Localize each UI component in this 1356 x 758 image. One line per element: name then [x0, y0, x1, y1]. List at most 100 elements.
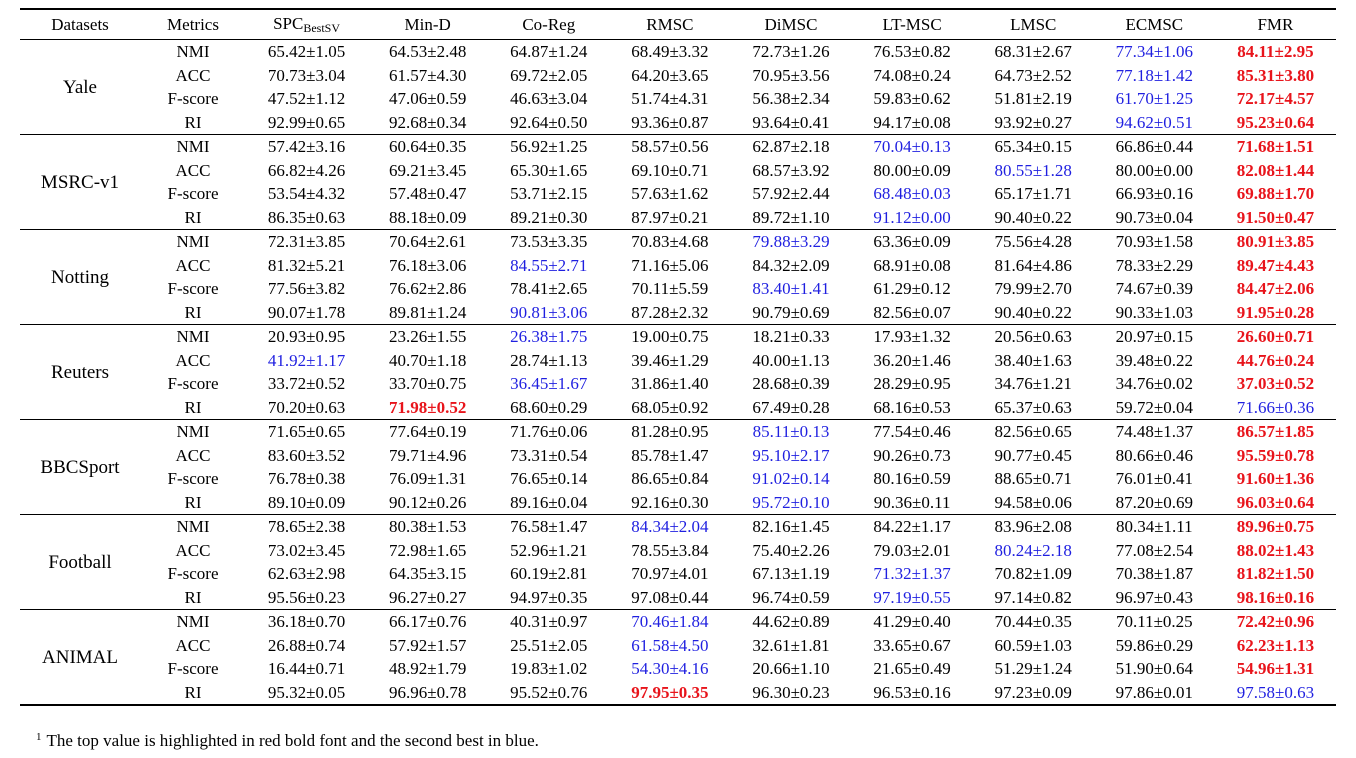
value-cell: 76.18±3.06: [388, 255, 467, 275]
second-best-value-cell: 36.45±1.67: [510, 374, 588, 394]
header-fmr: FMR: [1257, 14, 1294, 34]
best-value-cell: 84.47±2.06: [1236, 279, 1315, 299]
second-best-value-cell: 91.12±0.00: [873, 207, 951, 227]
value-cell: 40.31±0.97: [510, 612, 588, 632]
value-cell: 95.32±0.05: [267, 682, 346, 702]
value-cell: 76.58±1.47: [510, 517, 588, 537]
value-cell: 66.93±0.16: [1115, 184, 1193, 204]
value-cell: 76.53±0.82: [873, 42, 951, 62]
value-cell: 77.54±0.46: [873, 422, 951, 442]
value-cell: 97.86±0.01: [1115, 682, 1193, 702]
value-cell: 34.76±0.02: [1115, 374, 1193, 394]
value-cell: 79.03±2.01: [873, 540, 951, 560]
value-cell: 31.86±1.40: [631, 374, 709, 394]
metric-name: F-score: [167, 374, 219, 394]
dataset-group: ANIMAL NMI 36.18±0.70 66.17±0.76 40.31±0.97 7…: [20, 610, 1336, 705]
metric-name: NMI: [176, 327, 210, 347]
results-table: Datasets Metrics SPCBestSV Min-D Co-Reg …: [20, 8, 1336, 706]
value-cell: 72.98±1.65: [388, 540, 467, 560]
best-value-cell: 86.57±1.85: [1236, 422, 1315, 442]
value-cell: 47.52±1.12: [267, 89, 346, 109]
value-cell: 84.22±1.17: [873, 517, 951, 537]
table-row: RI 95.56±0.23 96.27±0.27 94.97±0.35 97.08±0.…: [20, 586, 1336, 610]
table-row: RI 86.35±0.63 88.18±0.09 89.21±0.30 87.97±0.…: [20, 206, 1336, 230]
best-value-cell: 54.96±1.31: [1236, 659, 1315, 679]
value-cell: 94.97±0.35: [510, 587, 588, 607]
value-cell: 89.81±1.24: [388, 302, 467, 322]
header-spc-sub: BestSV: [303, 20, 341, 35]
value-cell: 96.96±0.78: [388, 682, 467, 702]
value-cell: 59.83±0.62: [873, 89, 951, 109]
value-cell: 89.21±0.30: [510, 207, 588, 227]
second-best-value-cell: 71.32±1.37: [873, 564, 951, 584]
value-cell: 33.70±0.75: [388, 374, 467, 394]
table-row: ACC 81.32±5.21 76.18±3.06 84.55±2.71 71.16±5…: [20, 254, 1336, 278]
second-best-value-cell: 84.34±2.04: [631, 517, 709, 537]
value-cell: 46.63±3.04: [510, 89, 588, 109]
value-cell: 40.00±1.13: [752, 350, 830, 370]
value-cell: 70.11±0.25: [1115, 612, 1193, 632]
metric-name: ACC: [175, 635, 211, 655]
value-cell: 69.21±3.45: [388, 160, 467, 180]
value-cell: 83.60±3.52: [267, 445, 346, 465]
value-cell: 73.02±3.45: [267, 540, 346, 560]
value-cell: 20.93±0.95: [267, 327, 346, 347]
value-cell: 64.35±3.15: [388, 564, 467, 584]
best-value-cell: 97.95±0.35: [631, 682, 709, 702]
value-cell: 78.65±2.38: [267, 517, 346, 537]
value-cell: 96.30±0.23: [752, 682, 830, 702]
metric-name: NMI: [176, 612, 210, 632]
value-cell: 28.68±0.39: [752, 374, 830, 394]
value-cell: 60.64±0.35: [388, 137, 467, 157]
header-dimsc: DiMSC: [764, 14, 818, 34]
value-cell: 73.53±3.35: [510, 232, 588, 252]
dataset-group: BBCSport NMI 71.65±0.65 77.64±0.19 71.76±0.0…: [20, 420, 1336, 515]
value-cell: 85.78±1.47: [631, 445, 709, 465]
second-best-value-cell: 26.38±1.75: [510, 327, 588, 347]
value-cell: 59.72±0.04: [1115, 397, 1193, 417]
value-cell: 77.56±3.82: [267, 279, 346, 299]
dataset-name: ANIMAL: [42, 646, 118, 668]
value-cell: 20.66±1.10: [752, 659, 830, 679]
best-value-cell: 89.96±0.75: [1236, 517, 1315, 537]
value-cell: 90.40±0.22: [994, 207, 1072, 227]
second-best-value-cell: 77.18±1.42: [1115, 65, 1193, 85]
second-best-value-cell: 85.11±0.13: [752, 422, 830, 442]
value-cell: 68.91±0.08: [873, 255, 951, 275]
value-cell: 76.62±2.86: [388, 279, 467, 299]
value-cell: 36.18±0.70: [267, 612, 346, 632]
value-cell: 94.58±0.06: [994, 492, 1072, 512]
value-cell: 68.31±2.67: [994, 42, 1072, 62]
value-cell: 93.36±0.87: [631, 112, 709, 132]
value-cell: 70.64±2.61: [388, 232, 467, 252]
value-cell: 77.08±2.54: [1115, 540, 1193, 560]
header-metrics: Metrics: [167, 14, 219, 34]
value-cell: 58.57±0.56: [631, 137, 709, 157]
value-cell: 52.96±1.21: [510, 540, 588, 560]
dataset-group: Reuters NMI 20.93±0.95 23.26±1.55 26.38±1.75…: [20, 325, 1336, 420]
table-row: F-score 47.52±1.12 47.06±0.59 46.63±3.04 51.…: [20, 87, 1336, 111]
value-cell: 80.00±0.09: [873, 160, 951, 180]
value-cell: 90.77±0.45: [994, 445, 1072, 465]
table-row: ANIMAL NMI 36.18±0.70 66.17±0.76 40.31±0.97 7…: [20, 610, 1336, 667]
value-cell: 26.88±0.74: [267, 635, 346, 655]
value-cell: 78.41±2.65: [510, 279, 588, 299]
value-cell: 65.34±0.15: [994, 137, 1072, 157]
second-best-value-cell: 61.58±4.50: [631, 635, 709, 655]
value-cell: 90.40±0.22: [994, 302, 1072, 322]
value-cell: 32.61±1.81: [752, 635, 830, 655]
value-cell: 80.34±1.11: [1115, 517, 1193, 537]
value-cell: 82.56±0.07: [873, 302, 951, 322]
value-cell: 36.20±1.46: [873, 350, 951, 370]
value-cell: 70.97±4.01: [631, 564, 709, 584]
value-cell: 86.35±0.63: [267, 207, 346, 227]
best-value-cell: 82.08±1.44: [1236, 160, 1315, 180]
value-cell: 76.01±0.41: [1115, 469, 1193, 489]
value-cell: 70.20±0.63: [267, 397, 346, 417]
second-best-value-cell: 79.88±3.29: [752, 232, 830, 252]
value-cell: 41.29±0.40: [873, 612, 951, 632]
second-best-value-cell: 80.24±2.18: [994, 540, 1072, 560]
table-row: RI 89.10±0.09 90.12±0.26 89.16±0.04 92.16±0.…: [20, 491, 1336, 515]
value-cell: 53.54±4.32: [267, 184, 346, 204]
value-cell: 57.63±1.62: [631, 184, 709, 204]
